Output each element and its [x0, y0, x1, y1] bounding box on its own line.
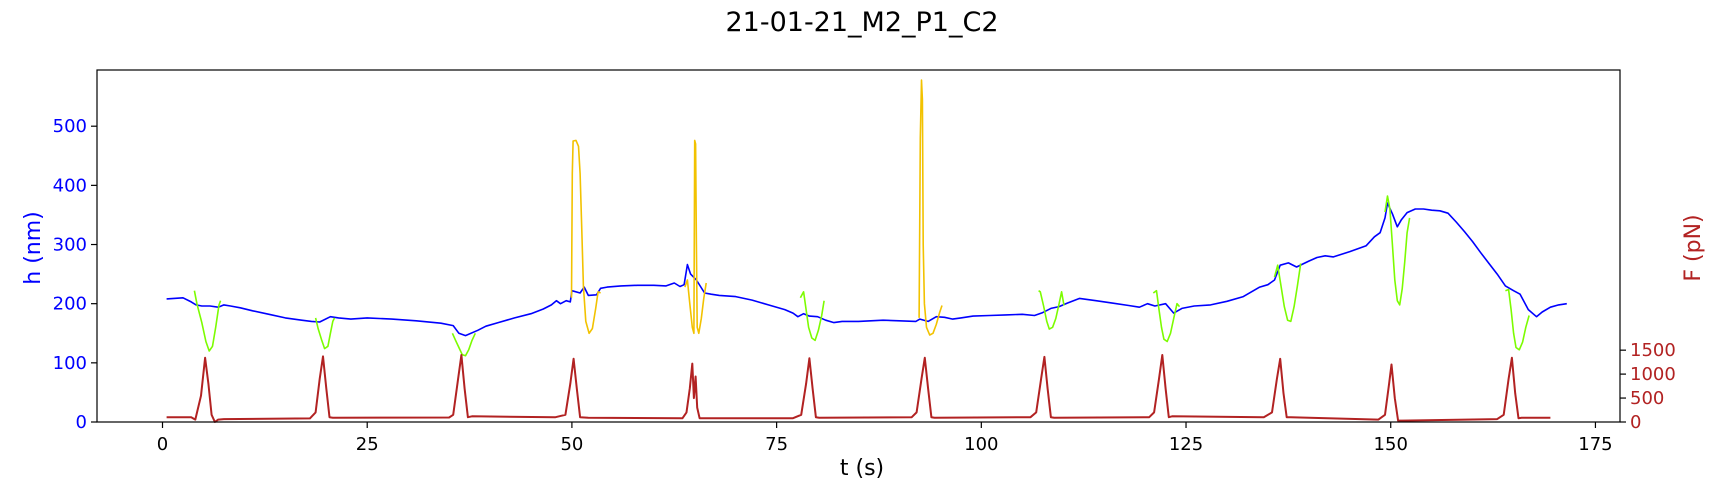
- height-series-line-8: [1038, 290, 1065, 330]
- height-series-line-0: [166, 202, 1567, 337]
- x-tick-label: 150: [1374, 434, 1408, 455]
- y-right-tick-label: 1500: [1630, 340, 1676, 361]
- x-axis-label: t (s): [840, 456, 884, 481]
- height-series-line-7: [918, 79, 943, 336]
- y-left-axis-label: h (nm): [21, 211, 46, 284]
- x-tick-label: 75: [765, 434, 788, 455]
- plot-frame: [96, 69, 1621, 423]
- y-left-tick-label: 200: [53, 294, 87, 315]
- height-series-line-2: [314, 317, 336, 350]
- x-tick-label: 50: [560, 434, 583, 455]
- x-tick-label: 125: [1169, 434, 1203, 455]
- x-tick-label: 100: [964, 434, 998, 455]
- x-tick-label: 0: [157, 434, 168, 455]
- height-series-line-3: [451, 332, 477, 357]
- y-left-tick-label: 0: [76, 412, 87, 433]
- y-right-axis-label: F (pN): [1681, 214, 1706, 281]
- y-left-tick-label: 500: [53, 116, 87, 137]
- x-tick-label: 175: [1578, 434, 1612, 455]
- y-right-tick-label: 0: [1630, 412, 1641, 433]
- height-series-line-9: [1152, 289, 1181, 343]
- y-left-tick-label: 400: [53, 175, 87, 196]
- height-series-line-6: [799, 291, 825, 342]
- force-series-line-13: [166, 354, 1551, 423]
- height-series-line-10: [1273, 263, 1302, 323]
- height-series-line-12: [1505, 288, 1530, 351]
- y-left-tick-label: 300: [53, 235, 87, 256]
- height-series-line-1: [193, 290, 222, 352]
- plot-marks: [166, 79, 1567, 423]
- height-series-line-4: [570, 139, 601, 335]
- axes: 0 25 50 75 100 125 150 175 0 100 200 300 400 500 0 500 1…: [53, 116, 1676, 455]
- y-left-tick-label: 100: [53, 353, 87, 374]
- height-series-line-5: [684, 139, 707, 335]
- x-tick-label: 25: [356, 434, 379, 455]
- y-right-tick-label: 1000: [1630, 364, 1676, 385]
- chart-title: 21-01-21_M2_P1_C2: [725, 7, 998, 38]
- height-series-line-11: [1384, 195, 1411, 306]
- y-right-tick-label: 500: [1630, 388, 1664, 409]
